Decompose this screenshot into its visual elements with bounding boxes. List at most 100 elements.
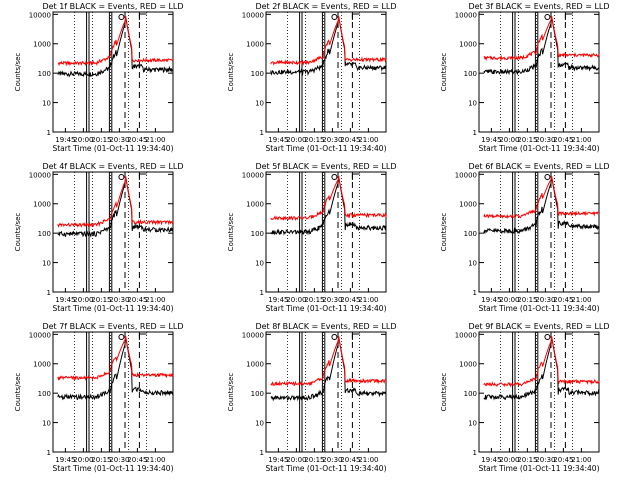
peak-marker <box>118 14 125 20</box>
series-events-line <box>270 16 387 76</box>
corner-marker <box>351 13 360 20</box>
x-tick-label: 19:45 <box>268 136 288 144</box>
panel-title: Det 9f BLACK = Events, RED = LLD <box>468 322 609 331</box>
panel-det-6: Det 6f BLACK = Events, RED = LLD 1 10 100 10… <box>440 162 610 313</box>
y-tick-label: 10 <box>255 260 264 268</box>
x-tick-label: 20:00 <box>499 456 519 464</box>
x-tick-label: 20:45 <box>553 456 573 464</box>
y-axis-label: Counts/sec <box>14 373 22 412</box>
x-tick-label: 20:45 <box>127 296 147 304</box>
x-tick-label: 19:45 <box>268 456 288 464</box>
y-axis-label: Counts/sec <box>227 53 235 92</box>
y-axis-label: Counts/sec <box>227 213 235 252</box>
y-tick-label: 10000 <box>242 331 264 339</box>
y-tick-label: 100 <box>464 230 477 238</box>
panel-title: Det 1f BLACK = Events, RED = LLD <box>42 2 183 11</box>
peak-marker <box>118 174 125 180</box>
plot-frame <box>265 11 387 133</box>
x-tick-label: 20:30 <box>535 136 555 144</box>
x-tick-label: 20:15 <box>91 136 111 144</box>
x-axis-label: Start Time (01-Oct-11 19:34:40) <box>478 304 599 313</box>
x-tick-label: 20:15 <box>517 136 537 144</box>
x-tick-label: 19:45 <box>481 456 501 464</box>
series-lld-line <box>57 335 174 381</box>
y-tick-label: 10000 <box>29 11 51 19</box>
x-tick-label: 20:45 <box>127 136 147 144</box>
corner-marker <box>138 333 147 340</box>
plot-frame <box>52 11 174 133</box>
x-tick-label: 20:45 <box>553 136 573 144</box>
peak-marker <box>544 14 551 20</box>
y-tick-label: 100 <box>251 70 264 78</box>
x-tick-label: 20:45 <box>340 296 360 304</box>
x-axis-label: Start Time (01-Oct-11 19:34:40) <box>52 304 173 313</box>
y-tick-label: 10 <box>255 100 264 108</box>
x-tick-label: 19:45 <box>268 296 288 304</box>
panel-det-2: Det 2f BLACK = Events, RED = LLD 1 10 100 10… <box>227 2 397 153</box>
plot-frame <box>52 171 174 293</box>
x-tick-label: 20:45 <box>553 296 573 304</box>
peak-marker <box>544 334 551 340</box>
series-events-line <box>57 16 174 78</box>
y-tick-label: 1 <box>473 449 477 457</box>
x-tick-label: 20:00 <box>73 136 93 144</box>
y-tick-label: 10 <box>468 260 477 268</box>
panel-det-8: Det 8f BLACK = Events, RED = LLD 1 10 100 10… <box>227 322 397 473</box>
x-tick-label: 21:00 <box>145 296 165 304</box>
panel-det-1: Det 1f BLACK = Events, RED = LLD 1 10 100 10… <box>14 2 184 153</box>
corner-marker <box>138 173 147 180</box>
x-axis-label: Start Time (01-Oct-11 19:34:40) <box>52 464 173 473</box>
x-tick-label: 20:15 <box>91 456 111 464</box>
x-tick-label: 20:30 <box>322 136 342 144</box>
x-tick-label: 20:30 <box>109 456 129 464</box>
series-events-line <box>483 336 600 401</box>
x-axis-label: Start Time (01-Oct-11 19:34:40) <box>478 144 599 153</box>
series-events-line <box>483 16 600 76</box>
y-tick-label: 1000 <box>459 201 477 209</box>
peak-marker <box>331 174 338 180</box>
y-tick-label: 10000 <box>455 171 477 179</box>
series-lld-line <box>57 176 174 228</box>
y-tick-label: 1 <box>47 449 51 457</box>
x-tick-label: 20:15 <box>304 136 324 144</box>
x-tick-label: 20:30 <box>109 136 129 144</box>
peak-marker <box>544 174 551 180</box>
y-tick-label: 10 <box>468 100 477 108</box>
x-tick-label: 21:00 <box>571 296 591 304</box>
x-tick-label: 20:15 <box>304 456 324 464</box>
y-tick-label: 1000 <box>33 361 51 369</box>
x-tick-label: 20:45 <box>340 456 360 464</box>
y-tick-label: 100 <box>38 230 51 238</box>
x-tick-label: 20:00 <box>499 136 519 144</box>
panel-det-4: Det 4f BLACK = Events, RED = LLD 1 10 100 10… <box>14 162 184 313</box>
y-tick-label: 10000 <box>242 11 264 19</box>
y-tick-label: 10000 <box>29 331 51 339</box>
panel-title: Det 6f BLACK = Events, RED = LLD <box>468 162 609 171</box>
y-tick-label: 1 <box>47 129 51 137</box>
panel-title: Det 2f BLACK = Events, RED = LLD <box>255 2 396 11</box>
x-axis-label: Start Time (01-Oct-11 19:34:40) <box>478 464 599 473</box>
y-tick-label: 1 <box>260 129 264 137</box>
panel-title: Det 3f BLACK = Events, RED = LLD <box>468 2 609 11</box>
series-lld-line <box>57 16 174 67</box>
y-tick-label: 1000 <box>246 361 264 369</box>
panel-title: Det 8f BLACK = Events, RED = LLD <box>255 322 396 331</box>
peak-marker <box>331 14 338 20</box>
series-events-line <box>57 176 174 238</box>
x-tick-label: 20:00 <box>286 136 306 144</box>
series-events-line <box>483 176 600 235</box>
series-events-line <box>270 336 387 402</box>
x-tick-label: 19:45 <box>55 296 75 304</box>
y-tick-label: 1000 <box>33 201 51 209</box>
plot-frame <box>265 331 387 453</box>
y-axis-label: Counts/sec <box>227 373 235 412</box>
y-tick-label: 10 <box>42 420 51 428</box>
panel-title: Det 7f BLACK = Events, RED = LLD <box>42 322 183 331</box>
x-tick-label: 20:00 <box>73 456 93 464</box>
panel-det-5: Det 5f BLACK = Events, RED = LLD 1 10 100 10… <box>227 162 397 313</box>
x-tick-label: 20:30 <box>535 296 555 304</box>
x-tick-label: 21:00 <box>145 456 165 464</box>
y-tick-label: 100 <box>38 390 51 398</box>
series-lld-line <box>483 336 600 388</box>
